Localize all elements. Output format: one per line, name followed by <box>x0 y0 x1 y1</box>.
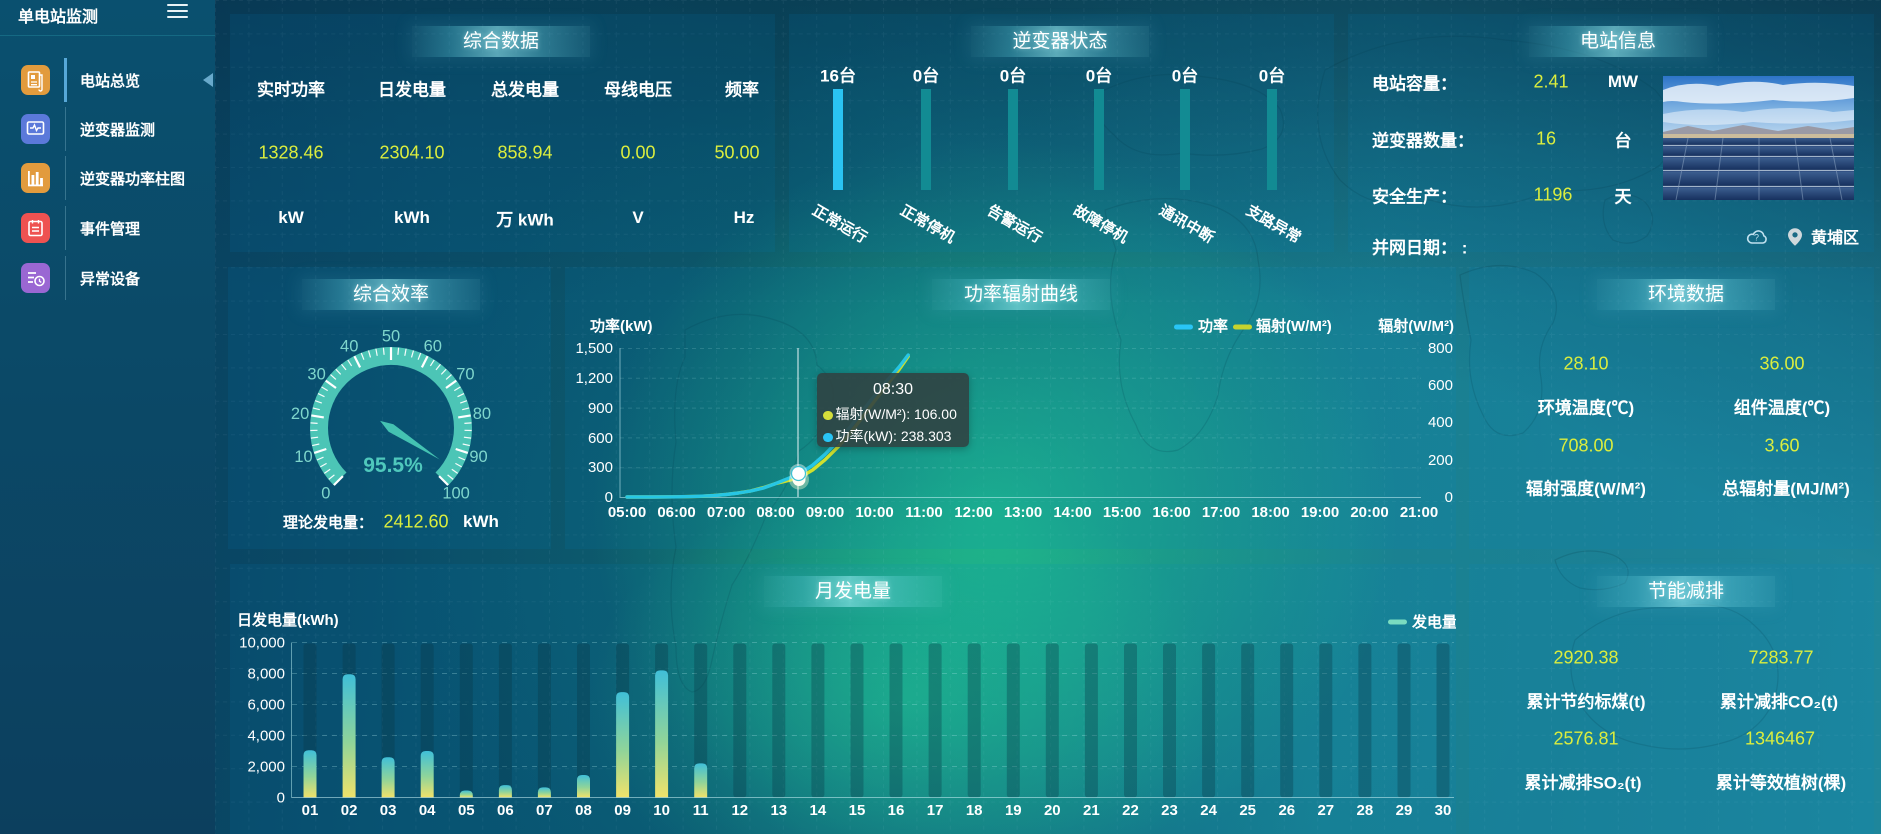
svg-text:12: 12 <box>731 802 748 819</box>
svg-text:10,000: 10,000 <box>239 635 285 652</box>
svg-text:0: 0 <box>1445 489 1453 506</box>
svg-text:20: 20 <box>291 405 309 423</box>
svg-text:19:00: 19:00 <box>1301 504 1339 521</box>
svg-text:11:00: 11:00 <box>905 504 943 521</box>
svg-text:15: 15 <box>849 802 866 819</box>
svg-text:辐射(W/M²): 辐射(W/M²) <box>1256 317 1332 335</box>
svg-text:12:00: 12:00 <box>954 504 992 521</box>
svg-text:0: 0 <box>321 485 330 503</box>
svg-text:09:00: 09:00 <box>806 504 844 521</box>
svg-text:100: 100 <box>442 485 470 503</box>
svg-text:24: 24 <box>1200 802 1217 819</box>
svg-text:25: 25 <box>1239 802 1256 819</box>
svg-text:11: 11 <box>693 802 709 819</box>
svg-text:40: 40 <box>340 338 358 356</box>
svg-text:19: 19 <box>1005 802 1022 819</box>
svg-text:900: 900 <box>588 400 613 417</box>
svg-text:发电量: 发电量 <box>1411 613 1456 631</box>
svg-text:08:00: 08:00 <box>756 504 794 521</box>
svg-text:21: 21 <box>1083 802 1100 819</box>
svg-text:04: 04 <box>419 802 436 819</box>
svg-text:16:00: 16:00 <box>1152 504 1190 521</box>
svg-text:辐射(W/M²): 辐射(W/M²) <box>1378 317 1454 335</box>
svg-text:80: 80 <box>473 405 491 423</box>
svg-text:8,000: 8,000 <box>247 666 285 683</box>
svg-text:18: 18 <box>966 802 983 819</box>
svg-text:13: 13 <box>770 802 787 819</box>
svg-text:60: 60 <box>424 338 442 356</box>
svg-text:10: 10 <box>653 802 670 819</box>
svg-text:1,500: 1,500 <box>575 340 613 357</box>
svg-text:20:00: 20:00 <box>1350 504 1388 521</box>
svg-text:07:00: 07:00 <box>707 504 745 521</box>
svg-text:200: 200 <box>1428 452 1453 469</box>
svg-text:27: 27 <box>1317 802 1334 819</box>
svg-text:01: 01 <box>302 802 319 819</box>
svg-text:13:00: 13:00 <box>1004 504 1042 521</box>
svg-text:400: 400 <box>1428 414 1453 431</box>
svg-text:14:00: 14:00 <box>1053 504 1091 521</box>
svg-text:15:00: 15:00 <box>1103 504 1141 521</box>
svg-text:1,200: 1,200 <box>575 370 613 387</box>
svg-text:17: 17 <box>927 802 944 819</box>
svg-text:06:00: 06:00 <box>657 504 695 521</box>
svg-text:05:00: 05:00 <box>608 504 646 521</box>
svg-text:10:00: 10:00 <box>855 504 893 521</box>
svg-text:21:00: 21:00 <box>1400 504 1438 521</box>
svg-text:18:00: 18:00 <box>1251 504 1289 521</box>
svg-text:14: 14 <box>810 802 827 819</box>
svg-text:10: 10 <box>294 448 312 466</box>
svg-text:600: 600 <box>1428 377 1453 394</box>
svg-text:800: 800 <box>1428 340 1453 357</box>
svg-text:30: 30 <box>307 365 325 383</box>
svg-text:功率: 功率 <box>1198 317 1228 335</box>
svg-text:16: 16 <box>888 802 905 819</box>
svg-text:02: 02 <box>341 802 358 819</box>
svg-text:95.5%: 95.5% <box>363 454 423 477</box>
svg-text:26: 26 <box>1278 802 1295 819</box>
svg-text:17:00: 17:00 <box>1202 504 1240 521</box>
svg-text:6,000: 6,000 <box>247 697 285 714</box>
svg-text:50: 50 <box>382 328 400 346</box>
svg-text:03: 03 <box>380 802 397 819</box>
svg-text:300: 300 <box>588 459 613 476</box>
svg-text:23: 23 <box>1161 802 1178 819</box>
svg-text:70: 70 <box>456 365 474 383</box>
svg-text:28: 28 <box>1357 802 1374 819</box>
svg-text:07: 07 <box>536 802 553 819</box>
svg-text:0: 0 <box>605 489 613 506</box>
svg-text:600: 600 <box>588 430 613 447</box>
svg-text:0: 0 <box>277 790 285 807</box>
svg-text:05: 05 <box>458 802 475 819</box>
svg-text:功率(kW): 功率(kW) <box>590 317 653 335</box>
svg-text:90: 90 <box>469 448 487 466</box>
svg-text:日发电量(kWh): 日发电量(kWh) <box>237 611 339 629</box>
svg-text:22: 22 <box>1122 802 1139 819</box>
svg-text:06: 06 <box>497 802 514 819</box>
svg-text:20: 20 <box>1044 802 1061 819</box>
svg-text:09: 09 <box>614 802 631 819</box>
svg-text:29: 29 <box>1396 802 1413 819</box>
svg-text:4,000: 4,000 <box>247 728 285 745</box>
svg-text:?: ? <box>1754 233 1759 243</box>
svg-text:08: 08 <box>575 802 592 819</box>
svg-text:2,000: 2,000 <box>247 759 285 776</box>
svg-text:30: 30 <box>1435 802 1452 819</box>
